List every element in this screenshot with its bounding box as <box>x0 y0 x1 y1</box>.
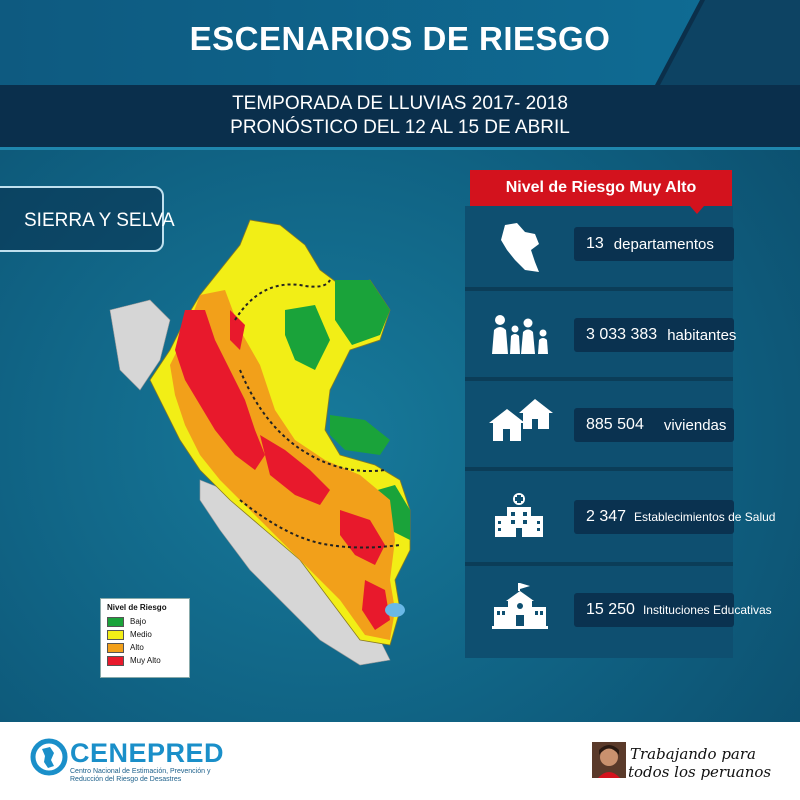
cenepred-logo-icon <box>30 738 68 776</box>
org-name: CENEPRED <box>70 738 225 768</box>
season-subtitle: TEMPORADA DE LLUVIAS 2017- 2018 <box>232 93 568 114</box>
hospital-icon <box>495 493 543 537</box>
stat-value: 2 347 <box>586 508 627 525</box>
houses-icon <box>489 399 553 441</box>
stat-label: Establecimientos de Salud <box>634 509 776 524</box>
map-area-muy-alto-5 <box>230 310 245 350</box>
region-label-box <box>0 186 164 252</box>
subtitle-band <box>0 85 800 147</box>
stat-label: viviendas <box>663 416 727 434</box>
legend-item: Muy Alto <box>107 654 183 667</box>
stat-value: 3 033 383 <box>586 326 658 343</box>
risk-header-notch <box>690 206 704 214</box>
map-area-muy-alto-4 <box>362 580 390 630</box>
legend-label: Alto <box>130 643 144 652</box>
legend-item: Bajo <box>107 615 183 628</box>
map-boundary-south <box>239 499 401 549</box>
stat-value: 15 250 <box>586 601 635 618</box>
stat-value: 13 <box>586 235 604 252</box>
risk-level-header <box>470 170 732 206</box>
map-boundary-central <box>239 369 386 472</box>
footer <box>0 722 800 800</box>
panel-separator <box>465 287 733 291</box>
legend-label: Muy Alto <box>130 656 161 665</box>
stat-establecimientos-salud: 2 347 Establecimientos de Salud <box>574 500 775 534</box>
map-boundary-north <box>234 279 331 321</box>
legend-label: Medio <box>130 630 152 639</box>
map-area-muy-alto-1 <box>175 310 265 470</box>
header-divider <box>0 147 800 150</box>
peru-risk-map <box>109 219 411 666</box>
map-area-bajo-3 <box>330 415 390 455</box>
map-legend: Nivel de Riesgo Bajo Medio Alto Muy Alto <box>100 598 190 678</box>
stat-value: 885 504 <box>586 416 644 433</box>
legend-item: Medio <box>107 628 183 641</box>
map-lake <box>385 603 405 617</box>
org-description: Centro Nacional de Estimación, Prevenció… <box>70 768 211 783</box>
map-area-bajo-1 <box>335 280 390 345</box>
legend-label: Bajo <box>130 617 147 626</box>
portrait-photo <box>592 742 626 778</box>
forecast-subtitle: PRONÓSTICO DEL 12 AL 15 DE ABRIL <box>230 117 570 138</box>
stat-instituciones-educativas: 15 250 Instituciones Educativas <box>574 593 772 627</box>
slogan-line-2: todos los peruanos <box>628 763 772 781</box>
legend-swatch-bajo <box>107 616 124 627</box>
stat-habitantes: 3 033 383 habitantes <box>574 318 737 352</box>
risk-level-title: Nivel de Riesgo Muy Alto <box>505 179 697 196</box>
legend-title: Nivel de Riesgo <box>107 603 167 612</box>
map-area-muy-alto-2 <box>260 435 330 505</box>
legend-swatch-alto <box>107 642 124 653</box>
slogan-line-1: Trabajando para <box>630 745 756 763</box>
stat-departamentos: 13 departamentos <box>574 227 734 261</box>
peru-map-icon <box>501 223 539 272</box>
panel-separator <box>465 377 733 381</box>
panel-separator <box>465 467 733 471</box>
stat-label: departamentos <box>613 235 714 253</box>
stat-label: habitantes <box>667 326 737 344</box>
school-icon <box>492 583 548 629</box>
page-title: ESCENARIOS DE RIESGO <box>189 20 611 57</box>
stat-label: Instituciones Educativas <box>642 602 772 617</box>
map-area-bajo-2 <box>285 305 330 370</box>
map-area-muy-alto-3 <box>340 510 385 565</box>
legend-swatch-muy-alto <box>107 655 124 666</box>
title-accent <box>0 0 700 85</box>
stat-viviendas: 885 504 viviendas <box>574 408 734 442</box>
family-icon <box>492 315 548 354</box>
legend-item: Alto <box>107 641 183 654</box>
panel-separator <box>465 562 733 566</box>
region-label: SIERRA Y SELVA <box>24 210 175 231</box>
map-area-grey-north <box>109 299 171 391</box>
legend-swatch-medio <box>107 629 124 640</box>
